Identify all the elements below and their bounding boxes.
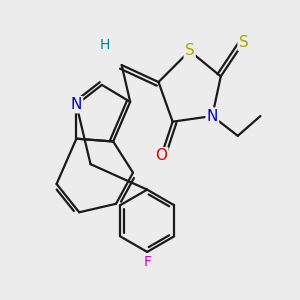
Text: O: O [155,148,167,163]
Text: S: S [185,44,194,59]
Text: S: S [238,35,248,50]
Text: H: H [100,38,110,52]
Text: F: F [143,255,151,269]
Text: N: N [71,97,82,112]
Text: N: N [207,109,218,124]
